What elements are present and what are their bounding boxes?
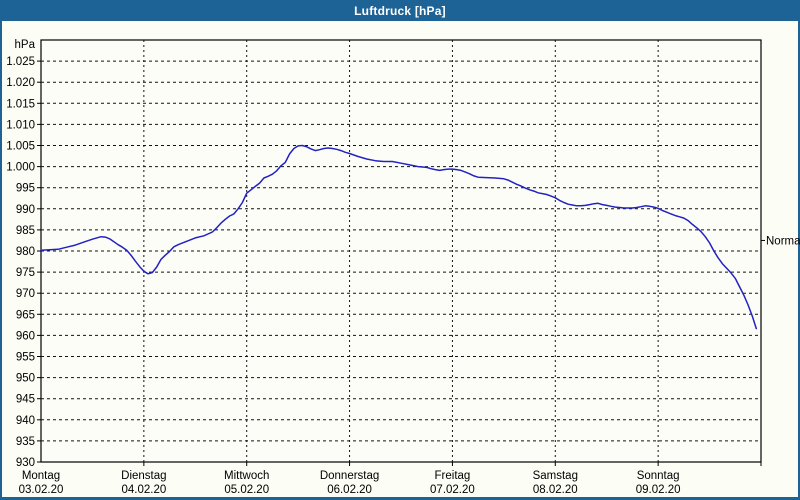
window-title: Luftdruck [hPa] [354, 3, 446, 18]
y-tick-label: 1.025 [6, 56, 35, 68]
day-weekday-label: Mittwoch [224, 470, 269, 482]
day-weekday-label: Samstag [533, 470, 578, 482]
y-tick-label: 1.000 [6, 162, 35, 174]
day-date-label: 08.02.20 [533, 484, 578, 496]
y-tick-label: 970 [16, 288, 35, 300]
y-tick-label: 1.010 [6, 119, 35, 131]
y-tick-label: 930 [16, 457, 35, 469]
day-date-label: 03.02.20 [19, 484, 64, 496]
y-tick-label: 995 [16, 183, 35, 195]
window-titlebar: Luftdruck [hPa] [0, 0, 800, 21]
day-weekday-label: Dienstag [121, 470, 166, 482]
day-weekday-label: Freitag [435, 470, 471, 482]
y-tick-label: 960 [16, 330, 35, 342]
y-tick-label: 980 [16, 246, 35, 258]
y-tick-label: 1.020 [6, 77, 35, 89]
y-tick-label: 1.005 [6, 141, 35, 153]
day-date-label: 06.02.20 [327, 484, 372, 496]
day-weekday-label: Sonntag [637, 470, 680, 482]
normal-marker-label: Normal [766, 235, 800, 247]
day-date-label: 09.02.20 [636, 484, 681, 496]
day-weekday-label: Donnerstag [320, 470, 379, 482]
day-date-label: 05.02.20 [224, 484, 269, 496]
day-date-label: 04.02.20 [121, 484, 166, 496]
pressure-curve [40, 144, 758, 330]
day-weekday-label: Montag [22, 470, 60, 482]
y-tick-label: 975 [16, 267, 35, 279]
y-tick-label: 1.015 [6, 98, 35, 110]
y-axis-unit-label: hPa [15, 39, 36, 51]
y-tick-label: 935 [16, 436, 35, 448]
y-tick-label: 985 [16, 225, 35, 237]
y-tick-label: 950 [16, 373, 35, 385]
y-tick-label: 955 [16, 352, 35, 364]
day-date-label: 07.02.20 [430, 484, 475, 496]
y-tick-label: 965 [16, 309, 35, 321]
y-tick-label: 990 [16, 204, 35, 216]
y-tick-label: 945 [16, 394, 35, 406]
y-tick-label: 940 [16, 415, 35, 427]
